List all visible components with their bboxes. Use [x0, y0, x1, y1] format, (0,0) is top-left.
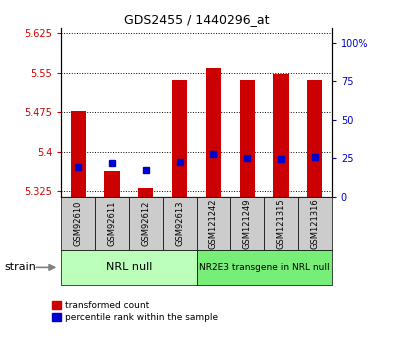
- FancyBboxPatch shape: [197, 250, 332, 285]
- Text: GSM121242: GSM121242: [209, 198, 218, 249]
- FancyBboxPatch shape: [61, 197, 95, 250]
- Text: GSM92610: GSM92610: [73, 201, 83, 246]
- Bar: [71, 110, 86, 197]
- Text: NRL null: NRL null: [106, 263, 152, 272]
- Bar: [104, 171, 120, 197]
- Text: GSM121249: GSM121249: [243, 198, 252, 249]
- FancyBboxPatch shape: [163, 197, 197, 250]
- Bar: [273, 73, 289, 197]
- FancyBboxPatch shape: [298, 197, 332, 250]
- Text: GSM92613: GSM92613: [175, 201, 184, 246]
- Legend: transformed count, percentile rank within the sample: transformed count, percentile rank withi…: [52, 301, 218, 322]
- FancyBboxPatch shape: [197, 197, 230, 250]
- Bar: [172, 80, 187, 197]
- FancyBboxPatch shape: [264, 197, 298, 250]
- Text: GSM121316: GSM121316: [310, 198, 320, 249]
- Bar: [240, 80, 255, 197]
- Bar: [307, 80, 322, 197]
- FancyBboxPatch shape: [129, 197, 163, 250]
- Text: GSM121315: GSM121315: [276, 198, 286, 249]
- FancyBboxPatch shape: [61, 250, 197, 285]
- Text: strain: strain: [4, 263, 36, 272]
- Bar: [206, 68, 221, 197]
- Text: NR2E3 transgene in NRL null: NR2E3 transgene in NRL null: [199, 263, 329, 272]
- FancyBboxPatch shape: [95, 197, 129, 250]
- Bar: [138, 188, 153, 197]
- Text: GSM92611: GSM92611: [107, 201, 117, 246]
- Text: GSM92612: GSM92612: [141, 201, 150, 246]
- Title: GDS2455 / 1440296_at: GDS2455 / 1440296_at: [124, 13, 269, 27]
- FancyBboxPatch shape: [230, 197, 264, 250]
